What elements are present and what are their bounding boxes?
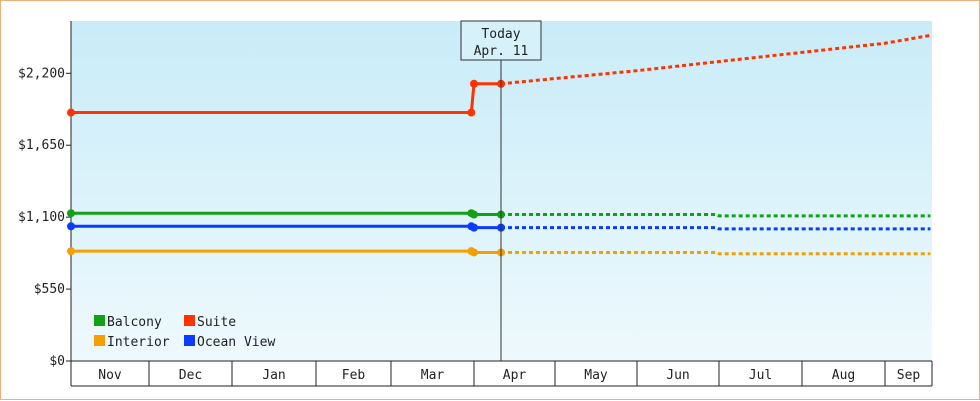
today-box bbox=[460, 20, 542, 61]
legend-swatch bbox=[94, 315, 105, 326]
data-point bbox=[467, 108, 476, 117]
legend-label: Interior bbox=[107, 335, 170, 350]
month-label: Sep bbox=[897, 368, 921, 383]
today-label: Today bbox=[481, 27, 520, 42]
month-label: Jul bbox=[749, 368, 772, 383]
y-tick-label: $1,100 bbox=[18, 210, 65, 225]
y-axis: $0 $550 $1,100 $1,650 $2,200 bbox=[18, 21, 72, 369]
legend-label: Balcony bbox=[107, 315, 162, 330]
data-point bbox=[67, 247, 75, 256]
data-point bbox=[470, 210, 478, 219]
legend: Balcony Suite Interior Ocean View bbox=[94, 315, 275, 350]
month-label: Feb bbox=[342, 368, 366, 383]
data-point bbox=[67, 222, 75, 231]
data-point bbox=[67, 108, 75, 117]
data-point bbox=[470, 79, 478, 88]
month-label: May bbox=[584, 368, 608, 383]
month-label: Nov bbox=[98, 368, 122, 383]
data-point bbox=[67, 209, 75, 218]
series-historical-line bbox=[71, 82, 501, 115]
series-forecast-line bbox=[501, 213, 931, 218]
series-forecast-line bbox=[501, 226, 931, 231]
y-tick-label: $550 bbox=[34, 282, 65, 297]
month-label: Jun bbox=[666, 368, 689, 383]
legend-label: Suite bbox=[197, 315, 236, 330]
y-tick-label: $0 bbox=[49, 354, 65, 369]
series-historical-line bbox=[71, 224, 501, 230]
series-interior bbox=[67, 247, 931, 257]
series-forecast-line bbox=[500, 33, 931, 86]
series-historical-line bbox=[71, 249, 501, 254]
today-marker: Today Apr. 11 bbox=[460, 20, 542, 361]
series-ocean-view bbox=[67, 222, 931, 232]
x-axis: Nov Dec Jan Feb Mar Apr May Jun Jul Aug Sep bbox=[70, 360, 933, 387]
legend-swatch bbox=[184, 335, 195, 346]
data-point bbox=[470, 223, 478, 232]
month-label: Aug bbox=[832, 368, 855, 383]
series-historical-line bbox=[71, 211, 501, 217]
y-tick-label: $2,200 bbox=[18, 66, 65, 81]
today-date: Apr. 11 bbox=[474, 44, 529, 59]
month-label: Dec bbox=[179, 368, 202, 383]
month-label: Jan bbox=[262, 368, 285, 383]
series-suite bbox=[67, 33, 931, 117]
data-point bbox=[470, 248, 478, 257]
series-layer bbox=[67, 33, 931, 257]
series-balcony bbox=[67, 209, 931, 219]
y-tick-label: $1,650 bbox=[18, 138, 65, 153]
legend-swatch bbox=[94, 335, 105, 346]
legend-swatch bbox=[184, 315, 195, 326]
month-label: Apr bbox=[503, 368, 527, 383]
legend-label: Ocean View bbox=[197, 335, 275, 350]
month-label: Mar bbox=[421, 368, 445, 383]
series-forecast-line bbox=[501, 250, 931, 256]
